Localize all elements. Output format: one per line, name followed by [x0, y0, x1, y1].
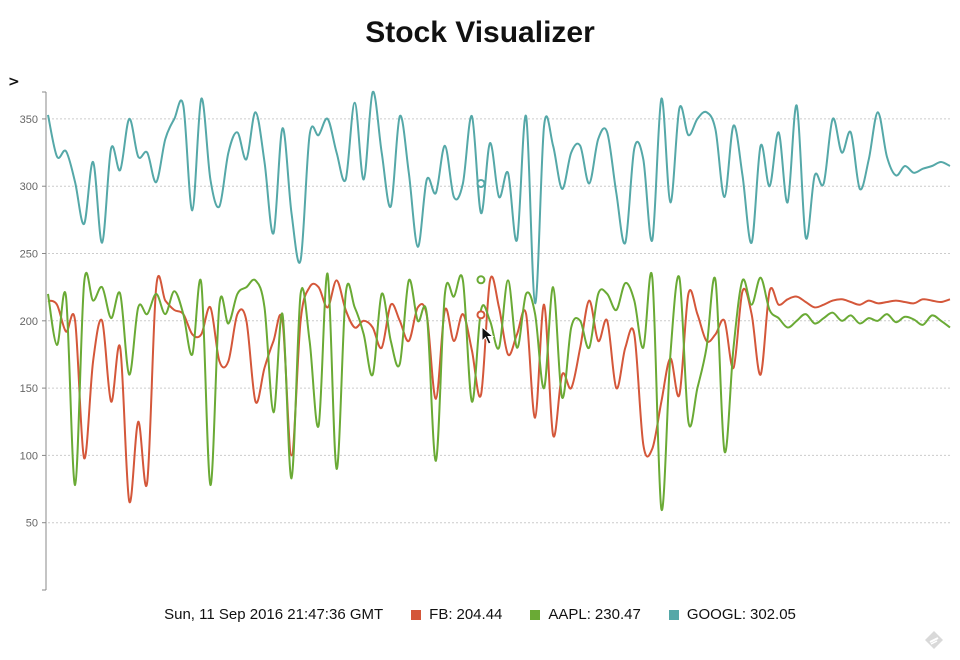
y-tick-label-100: 100 — [20, 450, 38, 462]
stock-chart: 50 100 150 200 250 300 350 — [20, 90, 951, 591]
y-axis: 50 100 150 200 250 300 350 — [20, 91, 47, 591]
legend-name-googl: GOOGL — [686, 606, 742, 623]
legend-swatch-fb — [411, 609, 422, 620]
legend-value-aapl: 230.47 — [594, 606, 641, 623]
chart-title: Stock Visualizer — [365, 16, 595, 49]
series-line-googl — [47, 90, 951, 305]
legend-item-fb[interactable]: FB: 204.44 — [411, 606, 502, 623]
legend-value-fb: 204.44 — [456, 606, 503, 623]
hover-markers — [476, 178, 486, 320]
hover-point-fb — [476, 310, 486, 320]
hover-point-aapl — [476, 275, 486, 285]
series-line-aapl — [47, 272, 951, 511]
legend-value-googl: 302.05 — [750, 606, 796, 623]
mouse-cursor-icon — [481, 326, 495, 345]
legend-item-aapl[interactable]: AAPL: 230.47 — [530, 606, 641, 623]
expand-toggle-icon[interactable]: > — [8, 74, 20, 90]
y-tick-label-200: 200 — [20, 316, 38, 328]
y-tick-label-150: 150 — [20, 383, 38, 395]
legend: Sun, 11 Sep 2016 21:47:36 GMT FB: 204.44… — [0, 606, 960, 623]
app-logo-icon — [925, 631, 943, 649]
y-tick-label-300: 300 — [20, 181, 38, 193]
y-tick-label-250: 250 — [20, 249, 38, 261]
series-lines — [47, 90, 951, 511]
series-line-fb — [47, 275, 951, 504]
y-tick-label-50: 50 — [26, 518, 38, 530]
legend-swatch-googl — [668, 609, 679, 620]
legend-item-googl[interactable]: GOOGL: 302.05 — [668, 606, 796, 623]
legend-timestamp: Sun, 11 Sep 2016 21:47:36 GMT — [164, 606, 384, 623]
hover-point-googl — [476, 178, 486, 188]
legend-name-aapl: AAPL — [548, 606, 587, 623]
y-tick-label-350: 350 — [20, 114, 38, 126]
legend-name-fb: FB — [429, 606, 449, 623]
legend-swatch-aapl — [530, 609, 541, 620]
